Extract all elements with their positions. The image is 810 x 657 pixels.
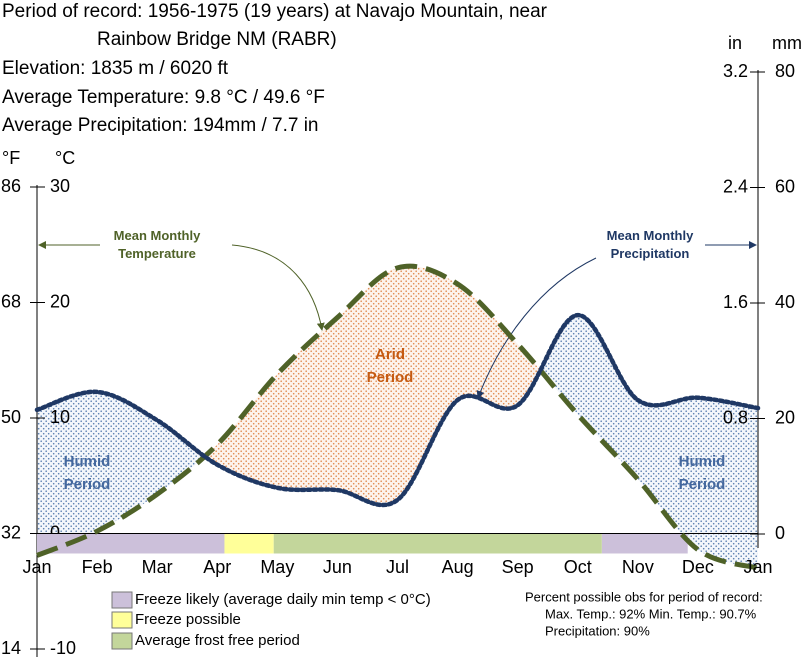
y-unit-c: °C (55, 148, 75, 168)
y-tick-label: 0 (50, 522, 60, 542)
x-tick-label: Nov (622, 557, 654, 577)
note: Max. Temp.: 92% Min. Temp.: 90.7% (545, 606, 757, 621)
header-line: Rainbow Bridge NM (RABR) (97, 29, 337, 50)
arrow (231, 244, 325, 331)
note: Percent possible obs for period of recor… (525, 589, 763, 604)
legend-label: Average frost free period (135, 632, 300, 649)
y-tick-label-f: 68 (1, 291, 21, 311)
x-tick-label: Mar (142, 557, 173, 577)
freeze-segment (273, 533, 602, 554)
y2-tick-label: 0 (775, 523, 785, 543)
y-tick-label-f: 14 (1, 638, 21, 657)
x-tick-label: Jan (743, 557, 772, 577)
freeze-segment (601, 533, 688, 554)
series-line (34, 312, 761, 508)
y2-tick-label-in: 3.2 (723, 61, 748, 81)
note: Precipitation: 90% (545, 623, 650, 638)
y-tick-label-f: 32 (1, 522, 21, 542)
legend-swatch (111, 591, 133, 609)
y-unit-f: °F (2, 148, 20, 168)
arrow (476, 257, 597, 399)
header-line: Average Precipitation: 194mm / 7.7 in (2, 115, 319, 136)
x-tick-label: Apr (203, 557, 231, 577)
x-tick-label: Jun (323, 557, 352, 577)
y2-tick-label: 20 (775, 407, 795, 427)
freeze-segment (224, 533, 274, 554)
x-tick-label: Sep (502, 557, 534, 577)
x-tick-label: Dec (682, 557, 714, 577)
y-tick-label: 20 (50, 291, 70, 311)
y2-tick-label-in: 1.6 (723, 292, 748, 312)
header-line: Average Temperature: 9.8 °C / 49.6 °F (2, 87, 325, 108)
y-tick-label: -10 (50, 638, 76, 657)
y2-tick-label-in: 0.8 (723, 407, 748, 427)
series-line (36, 263, 759, 571)
period-label: Humid Period (678, 453, 726, 493)
y2-unit-mm: mm (772, 33, 802, 53)
legend-swatch (111, 611, 133, 629)
y-tick-label-f: 86 (1, 176, 21, 196)
period-label: Humid Period (63, 453, 111, 493)
y2-tick-label: 60 (775, 176, 795, 196)
legend-label: Freeze likely (average daily min temp < … (135, 591, 431, 608)
y-tick-label-f: 50 (1, 407, 21, 427)
x-tick-label: Jul (386, 557, 409, 577)
x-tick-label: Aug (442, 557, 474, 577)
y2-tick-label: 80 (775, 61, 795, 81)
y-tick-label: 30 (50, 176, 70, 196)
y2-tick-label-in: 2.4 (723, 176, 748, 196)
x-tick-label: May (260, 557, 294, 577)
y2-unit-in: in (728, 33, 742, 53)
period-label: Arid Period (366, 346, 414, 386)
y2-tick-label: 40 (775, 292, 795, 312)
header-line: Elevation: 1835 m / 6020 ft (2, 58, 229, 79)
x-tick-label: Feb (82, 557, 113, 577)
header-line: Period of record: 1956-1975 (19 years) a… (2, 1, 548, 22)
x-tick-label: Jan (22, 557, 51, 577)
legend-swatch (111, 632, 133, 650)
series-label: Mean Monthly Temperature (113, 228, 201, 261)
legend-label: Freeze possible (135, 611, 241, 628)
freeze-segment (37, 533, 225, 554)
y-tick-label: 10 (50, 407, 70, 427)
series-label: Mean Monthly Precipitation (606, 228, 694, 261)
x-tick-label: Oct (564, 557, 592, 577)
